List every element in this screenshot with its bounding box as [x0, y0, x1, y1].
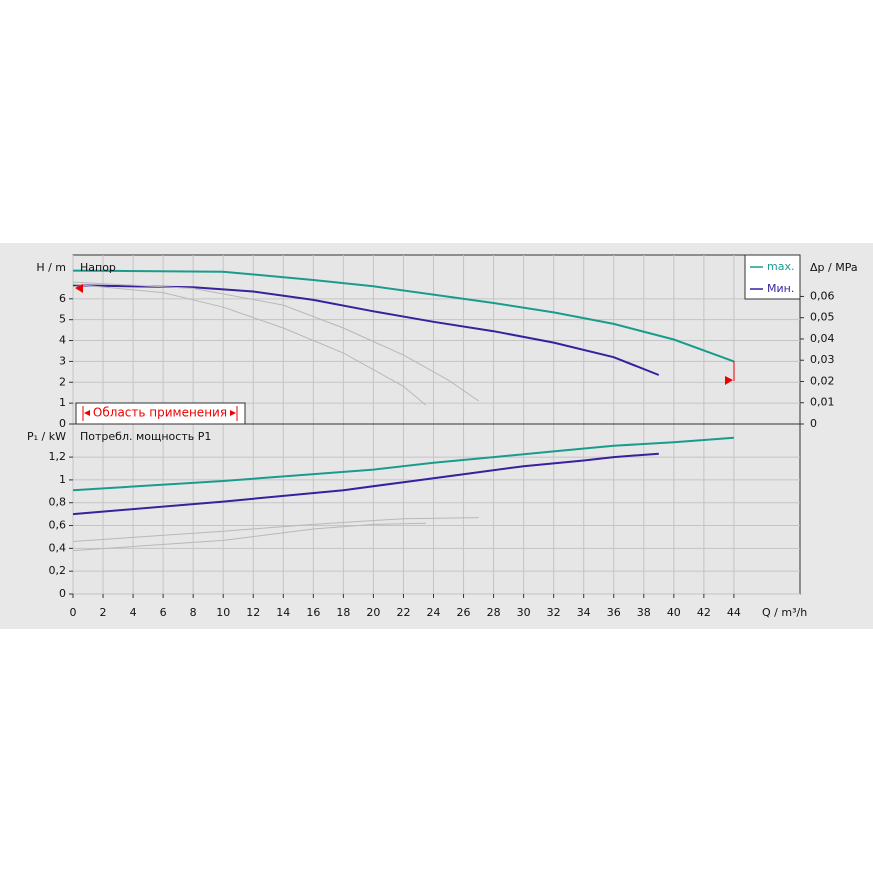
y-label: H / m [36, 261, 66, 274]
x-tick-label: 2 [100, 606, 107, 619]
y-tick-label: 0 [59, 587, 66, 600]
y-label: P₁ / kW [27, 430, 66, 443]
series-line [72, 284, 660, 376]
legend [744, 254, 801, 300]
series-line [72, 517, 479, 542]
annotation-icon [230, 410, 236, 416]
x-tick-label: 42 [697, 606, 711, 619]
x-tick-label: 16 [306, 606, 320, 619]
x-tick-label: 8 [190, 606, 197, 619]
y-tick-label: 1 [59, 396, 66, 409]
y-tick-label: 1,2 [49, 450, 67, 463]
y2-tick-label: 0,02 [810, 374, 835, 387]
x-tick-label: 4 [130, 606, 137, 619]
y2-tick-label: 0 [810, 417, 817, 430]
y2-tick-label: 0,05 [810, 311, 835, 324]
layer [72, 255, 800, 595]
series-line [72, 452, 659, 516]
x-tick-label: 22 [396, 606, 410, 619]
x-tick-label: 28 [487, 606, 501, 619]
x-tick-label: 20 [366, 606, 380, 619]
y-tick-label: 2 [59, 375, 66, 388]
y-tick-label: 6 [59, 292, 66, 305]
x-tick-label: 10 [216, 606, 230, 619]
x-tick-label: 0 [70, 606, 77, 619]
x-tick-label: 32 [547, 606, 561, 619]
x-tick-label: 38 [637, 606, 651, 619]
legend-label: max. [767, 260, 794, 273]
y-tick-label: 0,2 [49, 564, 67, 577]
series-line [72, 269, 735, 363]
x-tick-label: 12 [246, 606, 260, 619]
x-tick-label: 44 [727, 606, 741, 619]
x-label: Q / m³/h [762, 606, 807, 619]
series-line [72, 281, 479, 402]
series-line [72, 283, 427, 406]
y2-tick-label: 0,06 [810, 289, 835, 302]
series-line [72, 522, 427, 552]
power-title: Потребл. мощность P1 [80, 430, 211, 443]
y2-tick-label: 0,01 [810, 396, 835, 409]
x-tick-label: 18 [336, 606, 350, 619]
annotation-icon [84, 410, 90, 416]
x-tick-label: 6 [160, 606, 167, 619]
series-line [72, 436, 734, 492]
x-tick-label: 14 [276, 606, 290, 619]
y2-label: Δp / MPa [810, 261, 858, 274]
y-tick-label: 5 [59, 313, 66, 326]
head-title: Напор [80, 261, 116, 274]
y-tick-label: 0,6 [49, 519, 67, 532]
x-tick-label: 30 [517, 606, 531, 619]
y-tick-label: 1 [59, 473, 66, 486]
y-tick-label: 3 [59, 354, 66, 367]
x-tick-label: 24 [426, 606, 440, 619]
y-tick-label: 0,4 [49, 541, 67, 554]
x-tick-label: 36 [607, 606, 621, 619]
annotation-box [75, 402, 246, 425]
marker [75, 284, 83, 293]
y2-tick-label: 0,04 [810, 332, 835, 345]
y-tick-label: 0 [59, 417, 66, 430]
y-tick-label: 4 [59, 334, 66, 347]
legend-label: Мин. [767, 282, 794, 295]
x-tick-label: 34 [577, 606, 591, 619]
x-tick-label: 26 [457, 606, 471, 619]
marker [725, 376, 733, 385]
y-tick-label: 0,8 [49, 496, 67, 509]
y2-tick-label: 0,03 [810, 353, 835, 366]
annotation: Область применения [93, 406, 227, 420]
x-tick-label: 40 [667, 606, 681, 619]
